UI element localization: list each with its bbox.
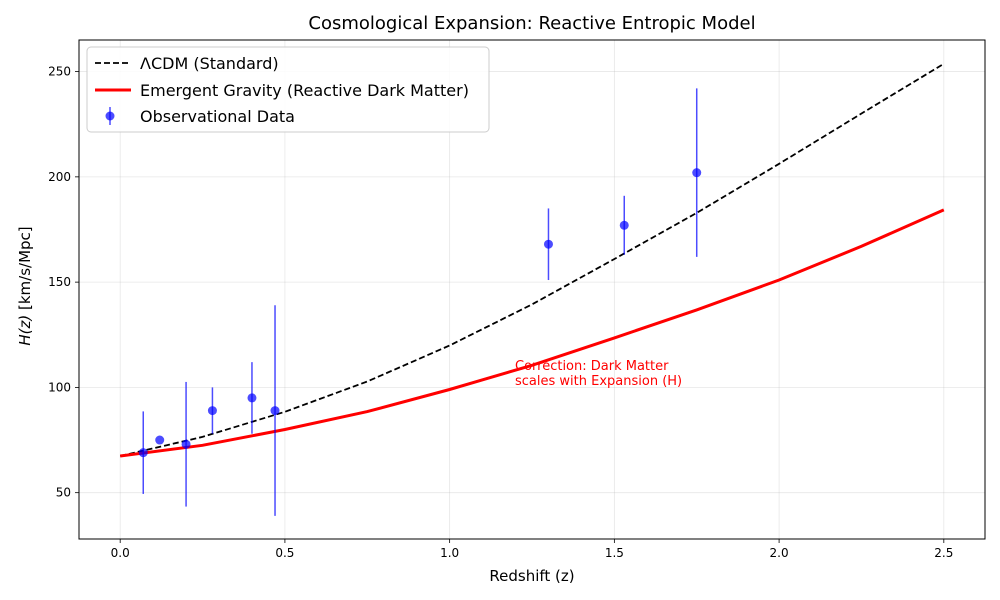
x-tick-label: 0.0 bbox=[111, 546, 130, 560]
observed-point bbox=[138, 448, 148, 458]
lcdm-line bbox=[119, 63, 945, 457]
x-tick-label: 2.0 bbox=[770, 546, 789, 560]
y-axis-label-unit: [km/s/Mpc] bbox=[16, 226, 34, 314]
observed-point bbox=[247, 393, 257, 403]
x-axis-label: Redshift (z) bbox=[489, 567, 574, 585]
annotation-line-2: scales with Expansion (H) bbox=[515, 374, 682, 389]
x-tick-label: 0.5 bbox=[275, 546, 294, 560]
y-tick-label: 150 bbox=[48, 275, 71, 289]
y-axis-label: H(z) [km/s/Mpc] bbox=[16, 226, 34, 345]
x-tick-label: 1.0 bbox=[440, 546, 459, 560]
y-tick-label: 200 bbox=[48, 170, 71, 184]
observed-point bbox=[692, 168, 702, 178]
legend-swatch-observed-marker bbox=[105, 111, 115, 121]
legend-box bbox=[86, 46, 490, 133]
y-tick-label: 250 bbox=[48, 65, 71, 79]
y-tick-label: 50 bbox=[56, 486, 71, 500]
x-tick-label: 2.5 bbox=[934, 546, 953, 560]
observed-point bbox=[155, 435, 165, 445]
chart-title: Cosmological Expansion: Reactive Entropi… bbox=[308, 13, 755, 34]
observed-point bbox=[619, 220, 629, 230]
x-tick-label: 1.5 bbox=[605, 546, 624, 560]
plot-frame bbox=[78, 39, 986, 540]
axis-ticks: 0.0 0.5 1.0 1.5 2.0 2.5 50 100 150 200 250 bbox=[48, 65, 953, 560]
observed-point bbox=[181, 439, 191, 449]
observed-point bbox=[207, 406, 217, 416]
legend-label-lcdm: ΛCDM (Standard) bbox=[140, 54, 279, 73]
observed-point bbox=[543, 239, 553, 249]
y-tick-label: 100 bbox=[48, 380, 71, 394]
y-axis-label-symbol: H(z) bbox=[16, 315, 34, 346]
legend: ΛCDM (Standard) Emergent Gravity (Reacti… bbox=[86, 46, 490, 133]
annotation: Correction: Dark Matter scales with Expa… bbox=[515, 359, 682, 389]
legend-label-observed: Observational Data bbox=[140, 107, 295, 126]
emergent-gravity-line bbox=[120, 208, 945, 458]
annotation-line-1: Correction: Dark Matter bbox=[515, 359, 669, 374]
legend-label-emergent: Emergent Gravity (Reactive Dark Matter) bbox=[140, 81, 469, 100]
observed-point bbox=[270, 406, 280, 416]
series-layer bbox=[119, 63, 945, 516]
